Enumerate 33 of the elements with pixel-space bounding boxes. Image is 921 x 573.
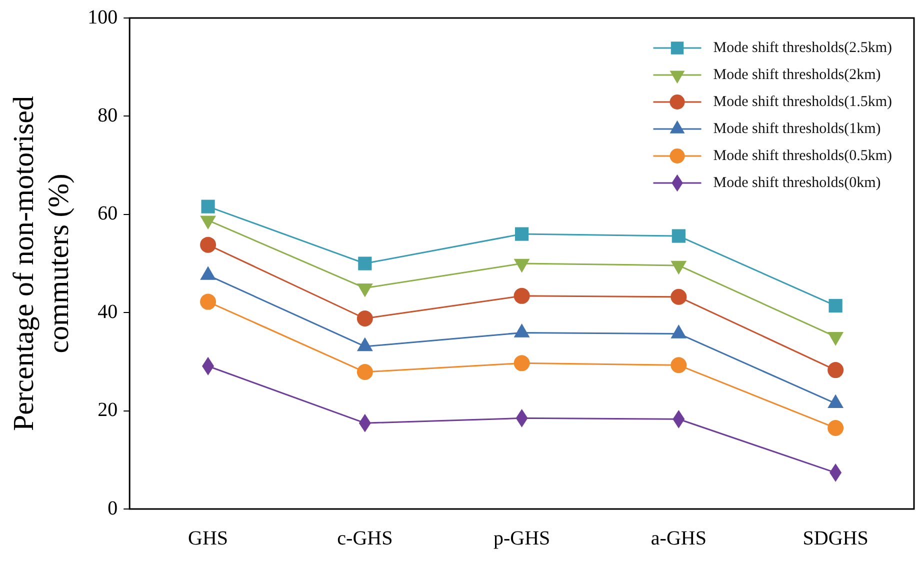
point (356, 364, 373, 380)
y-tick-label: 100 (88, 6, 118, 28)
legend-label: Mode shift thresholds(1.5km) (713, 94, 892, 110)
point (672, 229, 686, 243)
point (514, 288, 530, 304)
x-tick-label: p-GHS (493, 527, 550, 550)
y-tick-label: 40 (98, 300, 118, 323)
point (358, 256, 372, 270)
x-tick-label: c-GHS (337, 527, 393, 550)
point (515, 227, 529, 241)
x-tick-label: a-GHS (650, 527, 706, 550)
point (200, 294, 216, 310)
y-tick-label: 80 (98, 104, 118, 126)
y-axis-title: Percentage of non-motorised commuters (%) (8, 96, 75, 432)
y-tick-label: 20 (98, 399, 118, 422)
point (670, 357, 687, 374)
x-tick-label: GHS (188, 527, 228, 550)
legend-label: Mode shift thresholds(2.5km) (713, 40, 892, 56)
x-tick-label: SDGHS (802, 527, 868, 550)
y-tick-label: 0 (108, 497, 118, 520)
point (356, 310, 373, 326)
legend-label: Mode shift thresholds(1km) (713, 120, 881, 137)
y-tick-label: 60 (98, 202, 118, 225)
point (201, 200, 215, 214)
legend-label: Mode shift thresholds(0km) (713, 174, 881, 191)
point (828, 298, 842, 313)
point (828, 420, 844, 436)
legend-label: Mode shift thresholds(0.5km) (713, 148, 892, 164)
point (514, 355, 530, 372)
legend-label: Mode shift thresholds(2km) (713, 66, 881, 83)
point (200, 236, 216, 253)
point (670, 288, 687, 305)
point (828, 362, 844, 378)
